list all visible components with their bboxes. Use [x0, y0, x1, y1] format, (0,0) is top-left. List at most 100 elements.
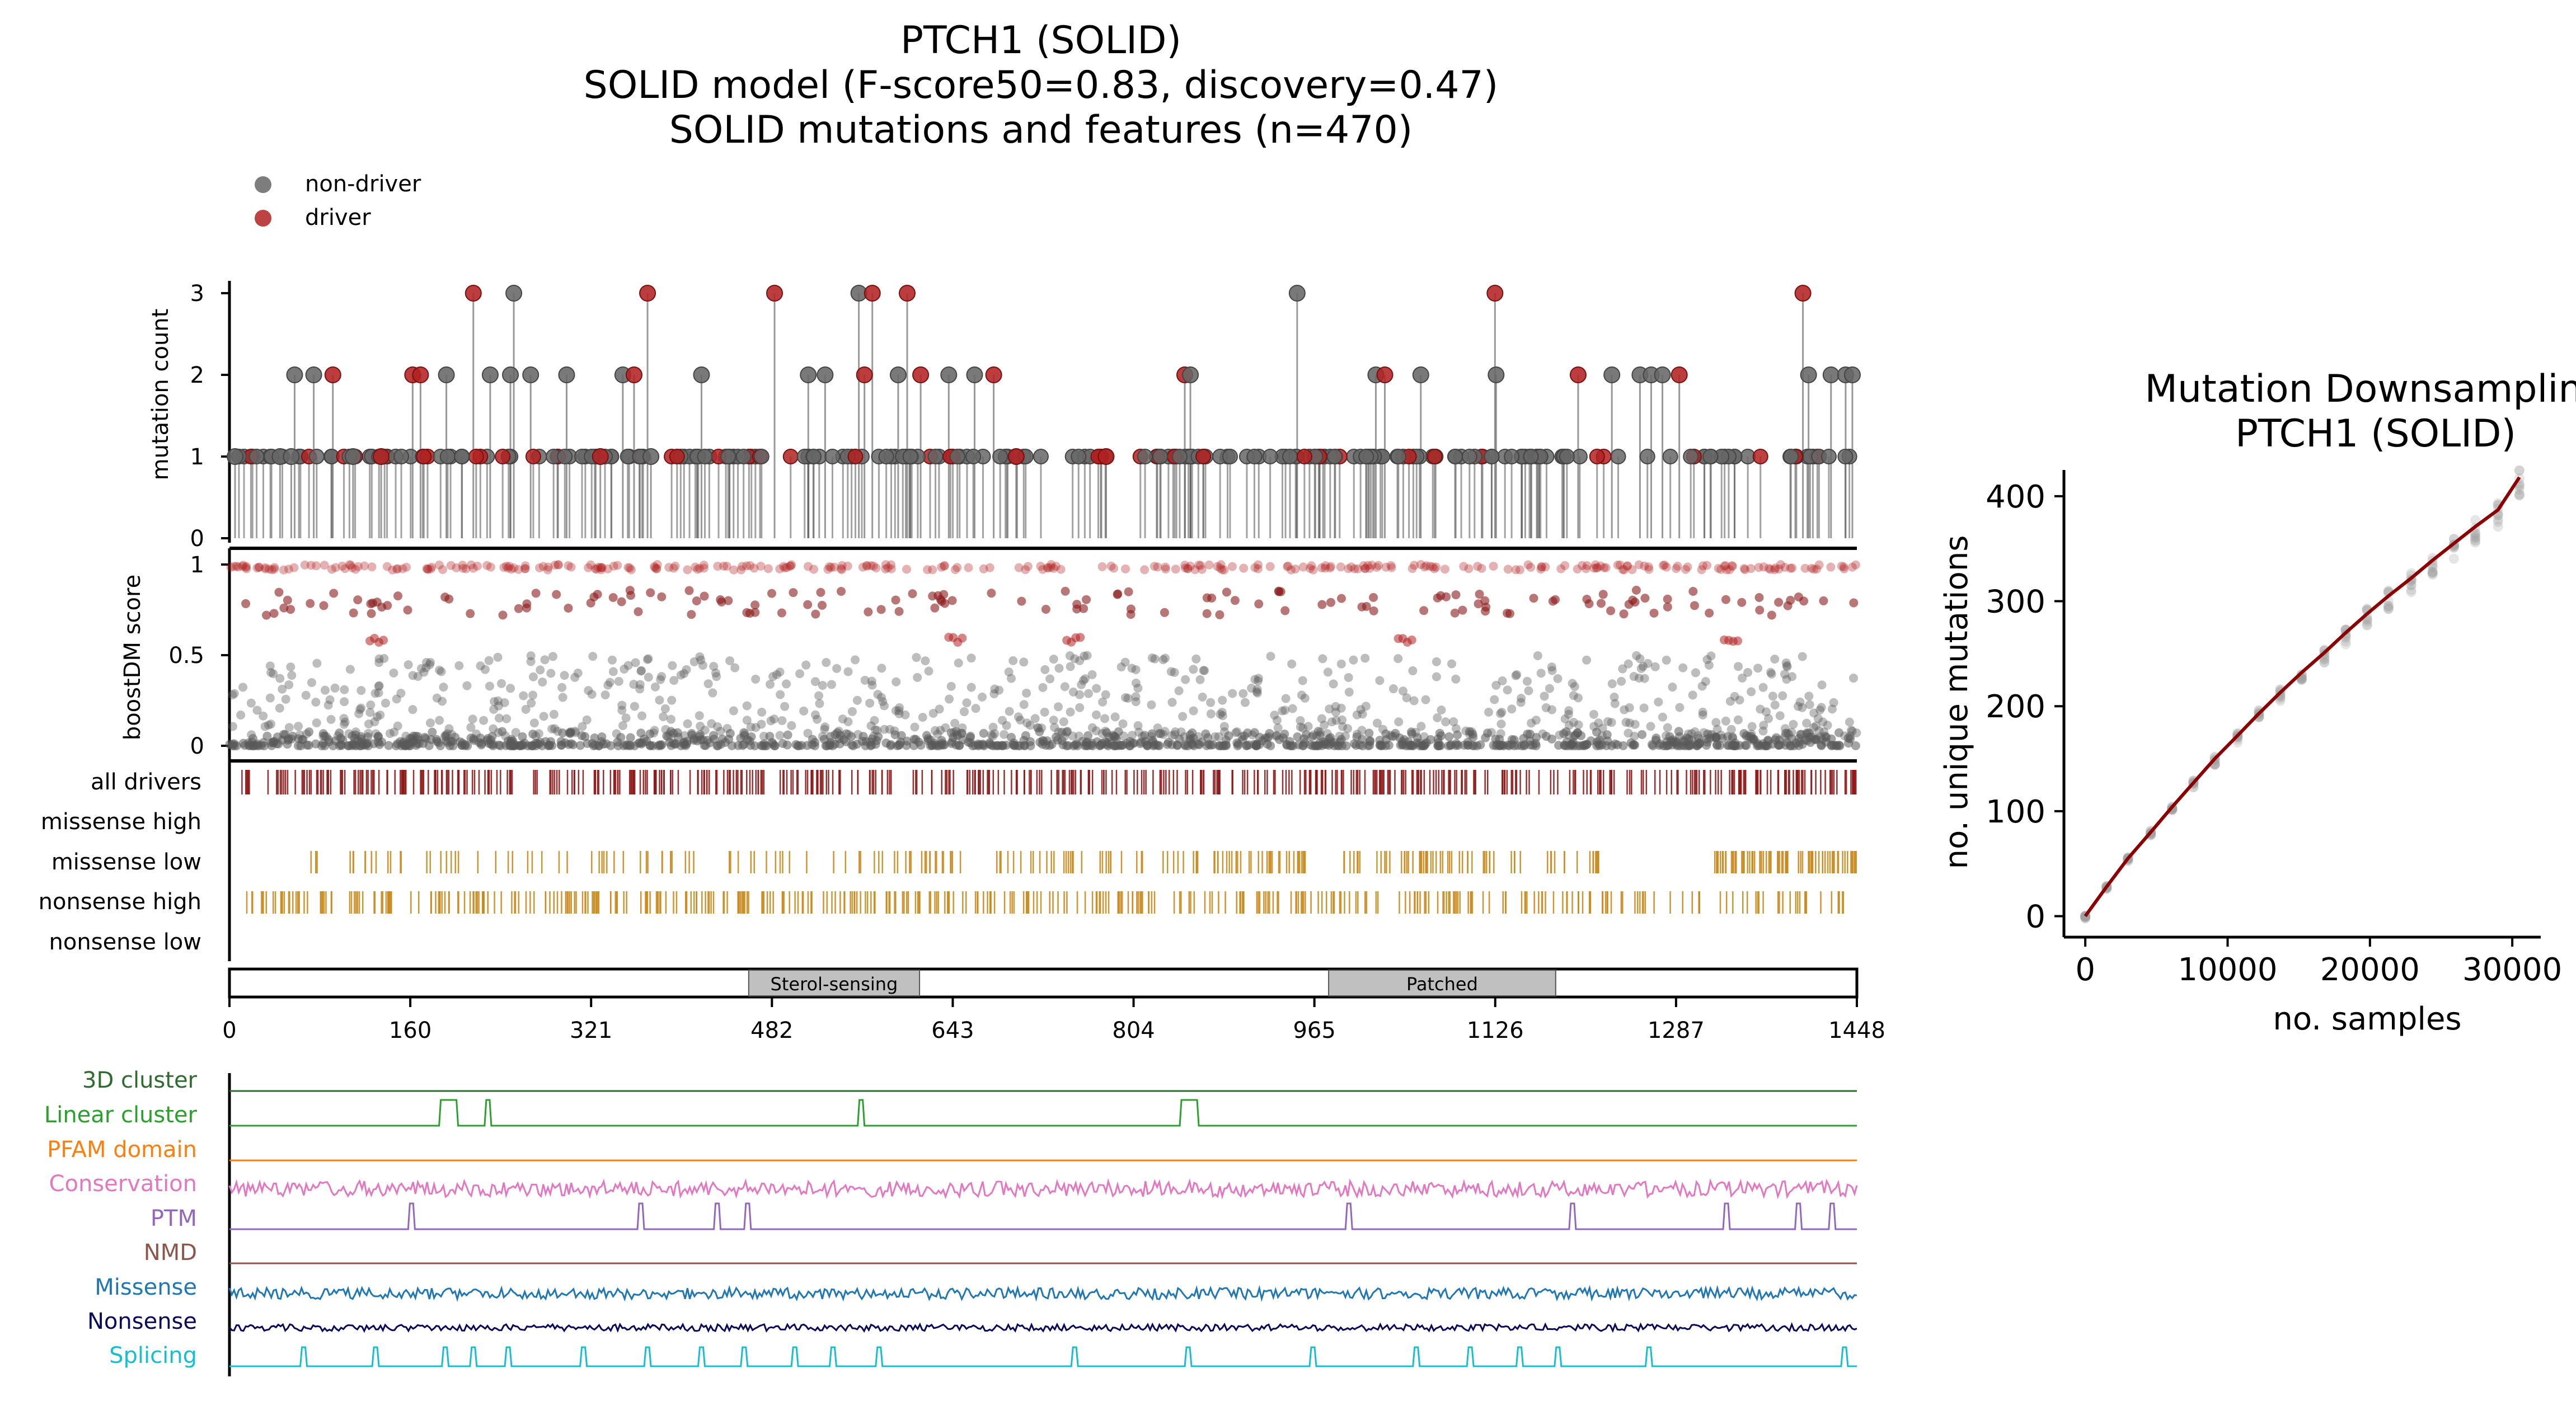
boostdm-point-nondriver: [1278, 706, 1287, 716]
boostdm-point-nondriver: [1080, 651, 1089, 661]
boostdm-point-nondriver: [1640, 674, 1649, 683]
boostdm-point-nondriver: [1679, 736, 1688, 745]
downsampling-replicate-point: [2383, 604, 2394, 614]
boostdm-point-nondriver: [663, 732, 673, 741]
boostdm-point-nondriver: [1400, 735, 1409, 744]
boostdm-point-driver: [738, 562, 747, 571]
boostdm-point-nondriver: [1203, 733, 1213, 742]
boostdm-point-nondriver: [642, 655, 652, 664]
boostdm-point-nondriver: [422, 657, 431, 667]
lollipop-head-nondriver: [505, 285, 523, 302]
boostdm-point-nondriver: [1636, 664, 1646, 673]
boostdm-point-driver: [1196, 561, 1205, 570]
boostdm-point-nondriver: [799, 706, 809, 716]
boostdm-point-nondriver: [913, 673, 922, 682]
boostdm-point-nondriver: [998, 716, 1007, 725]
boostdm-point-nondriver: [1054, 664, 1064, 673]
boostdm-point-driver: [1599, 563, 1609, 572]
boostdm-point-nondriver: [318, 729, 328, 739]
boostdm-point-driver: [862, 561, 872, 571]
boostdm-point-nondriver: [438, 697, 447, 706]
boostdm-point-nondriver: [582, 715, 592, 725]
boostdm-point-driver: [886, 564, 896, 573]
boostdm-point-nondriver: [991, 741, 1001, 750]
boostdm-point-nondriver: [667, 695, 677, 705]
boostdm-point-driver: [1663, 594, 1672, 604]
boostdm-point-nondriver: [766, 716, 776, 726]
lollipop-head-nondriver: [940, 366, 958, 383]
boostdm-point-driver: [452, 563, 461, 572]
downsampling-replicate-point: [2296, 675, 2307, 685]
boostdm-point-nondriver: [1040, 665, 1050, 674]
boostdm-point-nondriver: [1058, 740, 1068, 750]
boostdm-point-driver: [1097, 562, 1107, 571]
boostdm-point-driver: [811, 609, 820, 619]
boostdm-point-driver: [438, 565, 447, 574]
lollipop-head-driver: [1097, 448, 1115, 465]
boostdm-point-driver: [1812, 565, 1822, 574]
boostdm-point-nondriver: [500, 698, 509, 707]
boostdm-point-nondriver: [729, 706, 738, 716]
boostdm-point-nondriver: [355, 705, 365, 714]
downsampling-replicate-point: [2470, 535, 2481, 546]
lollipop-head-driver: [1671, 366, 1688, 383]
boostdm-point-nondriver: [594, 741, 604, 750]
boostdm-point-nondriver: [302, 740, 312, 750]
boostdm-point-nondriver: [912, 653, 921, 662]
lollipop-head-nondriver: [558, 366, 575, 383]
boostdm-point-nondriver: [1634, 673, 1644, 683]
lollipop-head-nondriver: [800, 366, 817, 383]
boostdm-point-nondriver: [247, 730, 256, 740]
boostdm-point-nondriver: [1706, 651, 1716, 661]
boostdm-point-nondriver: [565, 729, 575, 739]
boostdm-point-nondriver: [649, 728, 659, 738]
boostdm-point-driver: [1326, 562, 1336, 571]
lollipop-head-nondriver: [1488, 366, 1505, 383]
boostdm-point-nondriver: [1082, 737, 1092, 747]
boostdm-point-driver: [1766, 565, 1775, 574]
boostdm-point-nondriver: [1327, 717, 1336, 727]
boostdm-point-driver: [843, 561, 852, 571]
boostdm-point-nondriver: [381, 698, 390, 708]
boostdm-point-nondriver: [801, 660, 811, 670]
boostdm-point-driver: [472, 561, 482, 571]
boostdm-point-nondriver: [1840, 731, 1850, 741]
boostdm-point-nondriver: [1524, 686, 1533, 695]
boostdm-point-driver: [329, 589, 339, 598]
boostdm-point-nondriver: [1181, 675, 1190, 684]
chart-title-line2: SOLID model (F-score50=0.83, discovery=0…: [584, 63, 1499, 107]
boostdm-point-nondriver: [518, 732, 527, 741]
boostdm-point-nondriver: [1378, 725, 1387, 734]
boostdm-point-nondriver: [330, 683, 340, 693]
lollipop-head-nondriver: [1484, 449, 1500, 464]
boostdm-point-nondriver: [1364, 728, 1374, 738]
boostdm-point-nondriver: [1338, 722, 1348, 731]
boostdm-point-nondriver: [1561, 727, 1571, 736]
boostdm-point-driver: [1180, 563, 1190, 573]
boostdm-point-nondriver: [1569, 691, 1578, 700]
boostdm-point-driver: [1464, 564, 1474, 573]
boostdm-point-nondriver: [1687, 729, 1696, 739]
boostdm-point-nondriver: [497, 679, 506, 688]
boostdm-point-nondriver: [1022, 718, 1032, 728]
boostdm-point-nondriver: [1621, 718, 1631, 727]
domain-xtick-label: 804: [1112, 1018, 1155, 1043]
boostdm-point-nondriver: [1266, 651, 1275, 661]
boostdm-point-nondriver: [1170, 667, 1179, 677]
boostdm-point-nondriver: [1421, 695, 1430, 704]
boostdm-point-nondriver: [1335, 731, 1344, 741]
boostdm-point-nondriver: [708, 688, 717, 698]
boostdm-point-nondriver: [1218, 711, 1227, 721]
boostdm-point-driver: [592, 565, 602, 574]
boostdm-point-nondriver: [1272, 716, 1282, 725]
lollipop-head-driver: [669, 449, 685, 464]
boostdm-point-nondriver: [1210, 732, 1220, 741]
boostdm-point-nondriver: [918, 713, 927, 722]
boostdm-point-nondriver: [228, 690, 237, 700]
boostdm-point-nondriver: [825, 740, 834, 750]
boostdm-point-driver: [1451, 590, 1461, 600]
boostdm-point-driver: [722, 562, 731, 571]
boostdm-point-nondriver: [1167, 698, 1177, 707]
domain-xtick-label: 482: [750, 1018, 793, 1043]
lollipop-head-driver: [468, 449, 484, 464]
